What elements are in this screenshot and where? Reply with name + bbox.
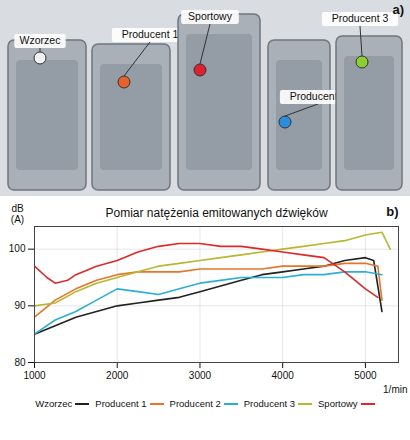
svg-text:90: 90: [14, 300, 26, 311]
svg-text:4000: 4000: [272, 370, 295, 381]
svg-text:80: 80: [14, 357, 26, 368]
svg-text:dB: dB: [11, 203, 24, 214]
svg-text:1/min: 1/min: [383, 384, 407, 395]
svg-text:1000: 1000: [23, 370, 46, 381]
svg-text:2000: 2000: [106, 370, 129, 381]
svg-text:100: 100: [9, 243, 26, 254]
svg-text:b): b): [386, 204, 398, 219]
html-text:Sportowy: Sportowy: [318, 398, 358, 409]
svg-text:a): a): [392, 2, 404, 17]
svg-text:(A): (A): [11, 214, 24, 225]
html-text:Wzorzec: Wzorzec: [35, 398, 73, 409]
svg-text:Producent 2: Producent 2: [289, 90, 347, 102]
svg-text:Wzorzec: Wzorzec: [20, 34, 61, 46]
svg-text:Producent 1: Producent 1: [122, 28, 179, 40]
html-text:Producent 3: Producent 3: [243, 398, 295, 409]
svg-text:Producent 3: Producent 3: [332, 12, 389, 24]
svg-text:Pomiar natężenia emitowanych d: Pomiar natężenia emitowanych dźwięków: [105, 206, 327, 220]
svg-text:3000: 3000: [189, 370, 212, 381]
html-text:Producent 1: Producent 1: [95, 398, 147, 409]
svg-text:5000: 5000: [354, 370, 377, 381]
svg-text:Sportowy: Sportowy: [188, 10, 233, 22]
html-text:Producent 2: Producent 2: [169, 398, 221, 409]
